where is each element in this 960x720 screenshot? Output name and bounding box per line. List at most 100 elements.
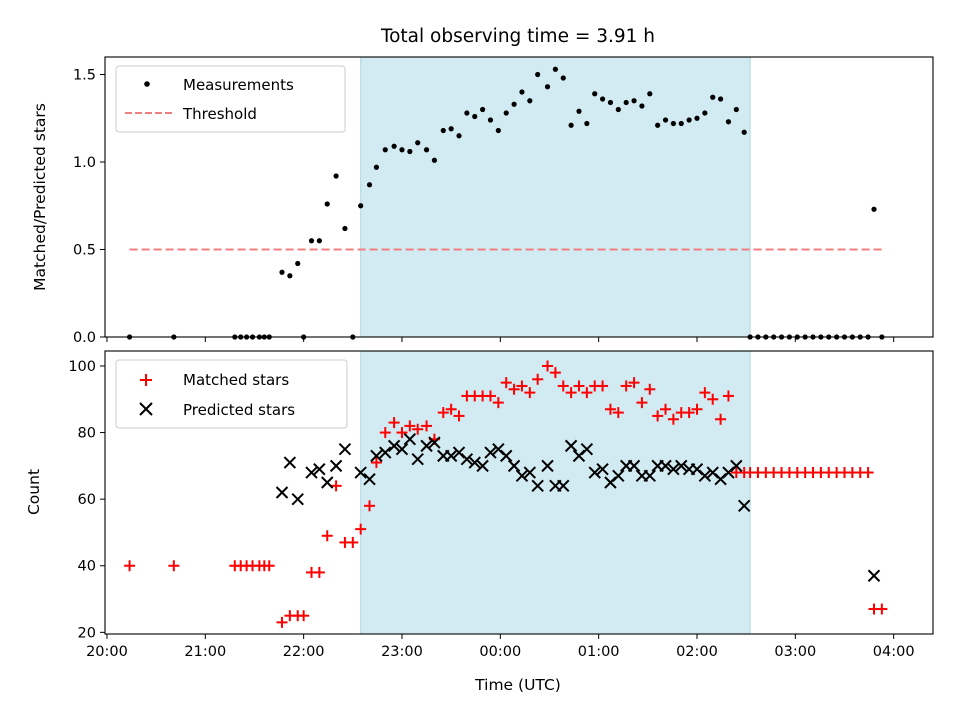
predicted-star-point: [321, 476, 334, 489]
matched-star-point: [636, 397, 648, 409]
matched-star-point: [124, 560, 136, 572]
predicted-star-point: [643, 469, 656, 483]
x-tick-label: 22:00: [283, 644, 325, 660]
matched-star-point: [276, 616, 288, 628]
measurement-point: [568, 122, 574, 128]
predicted-star-point: [675, 459, 688, 473]
measurement-point: [733, 106, 739, 113]
predicted-star-point: [283, 456, 297, 469]
measurement-point: [519, 89, 525, 95]
measurement-point: [702, 110, 708, 116]
bottom-legend: Matched stars Predicted stars: [115, 359, 348, 429]
predicted-star-point: [387, 439, 401, 453]
measurement-point: [623, 99, 629, 106]
bottom-y-ticks: 20 40 60 80 100: [68, 359, 105, 641]
matched-star-point: [699, 387, 711, 399]
legend-threshold-label: Threshold: [182, 105, 257, 123]
measurement-point: [448, 126, 454, 132]
measurement-point: [503, 110, 509, 116]
bottom-y-tick-label: 80: [78, 426, 96, 442]
bottom-y-tick-label: 20: [78, 625, 96, 641]
predicted-star-point: [698, 469, 712, 483]
predicted-star-point: [737, 499, 751, 513]
x-tick-label: 20:00: [86, 644, 128, 660]
matched-star-point: [168, 560, 180, 572]
predicted-star-point: [275, 486, 289, 499]
bottom-y-tick-label: 100: [68, 359, 96, 375]
top-y-tick-label: 1.5: [73, 68, 96, 84]
top-y-tick-label: 0.5: [73, 243, 96, 259]
measurement-point: [527, 98, 533, 104]
matched-star-point: [667, 413, 679, 425]
top-y-tick-label: 0.0: [73, 330, 96, 346]
matched-star-point: [532, 373, 544, 385]
legend-measurements-marker: [144, 81, 150, 87]
predicted-star-point: [379, 446, 392, 459]
chart-title: Total observing time = 3.91 h: [380, 26, 655, 47]
predicted-star-point: [580, 443, 594, 456]
matched-star-point: [396, 427, 408, 439]
predicted-star-point: [659, 459, 672, 473]
measurement-point: [552, 66, 558, 72]
measurement-point: [495, 127, 501, 134]
predicted-star-point: [667, 462, 680, 476]
matched-star-point: [330, 480, 342, 492]
matched-star-point: [453, 410, 465, 422]
matched-star-point: [722, 390, 734, 402]
measurement-point: [560, 75, 566, 81]
matched-star-point: [524, 387, 536, 399]
matched-star-point: [683, 407, 695, 419]
predicted-star-point: [291, 492, 304, 506]
predicted-star-point: [730, 459, 743, 473]
matched-star-point: [604, 403, 616, 415]
measurement-point: [678, 120, 684, 127]
x-tick-label: 21:00: [184, 644, 226, 660]
measurement-point: [544, 84, 551, 90]
top-x-tickmarks: [106, 337, 895, 342]
measurement-point: [279, 269, 285, 275]
predicted-star-point: [867, 569, 881, 582]
measurement-point: [472, 113, 478, 120]
predicted-star-point: [363, 472, 376, 486]
predicted-stars-points: [275, 433, 881, 582]
top-axes-frame: [104, 56, 934, 338]
predicted-star-point: [460, 452, 474, 466]
predicted-star-point: [541, 459, 554, 473]
matched-star-point: [379, 427, 391, 439]
matched-star-point: [660, 403, 672, 415]
matched-star-point: [500, 377, 512, 389]
matched-star-point: [421, 420, 433, 432]
matched-star-point: [355, 523, 367, 535]
legend-predicted-label: Predicted stars: [183, 401, 295, 419]
measurement-point: [407, 148, 413, 155]
measurement-point: [615, 106, 621, 113]
predicted-star-point: [564, 439, 578, 453]
matched-star-point: [573, 380, 585, 392]
matched-star-point: [715, 413, 727, 425]
measurement-point: [725, 119, 732, 125]
bottom-y-tick-label: 60: [78, 492, 96, 508]
x-tick-label: 03:00: [774, 644, 816, 660]
measurement-point: [592, 91, 598, 97]
measurement-point: [382, 147, 388, 153]
predicted-star-point: [329, 459, 343, 473]
measurement-point: [662, 117, 669, 123]
bottom-y-tick-label: 40: [78, 559, 96, 575]
predicted-star-point: [403, 433, 417, 446]
observation-window-bottom: [360, 350, 751, 635]
measurement-point: [686, 117, 692, 123]
predicted-star-point: [354, 466, 367, 479]
measurement-point: [741, 129, 747, 135]
matched-star-point: [364, 500, 376, 512]
measurement-point: [607, 99, 614, 106]
matched-star-point: [445, 403, 457, 415]
matched-star-point: [565, 387, 577, 399]
x-axis-label: Time (UTC): [474, 676, 561, 694]
predicted-star-point: [612, 469, 625, 483]
top-y-axis-label: Matched/Predicted stars: [31, 103, 49, 291]
matched-star-point: [263, 560, 275, 572]
measurement-point: [423, 147, 430, 153]
matched-star-point: [404, 420, 416, 432]
matched-star-point: [549, 367, 561, 379]
matched-star-point: [862, 467, 874, 479]
